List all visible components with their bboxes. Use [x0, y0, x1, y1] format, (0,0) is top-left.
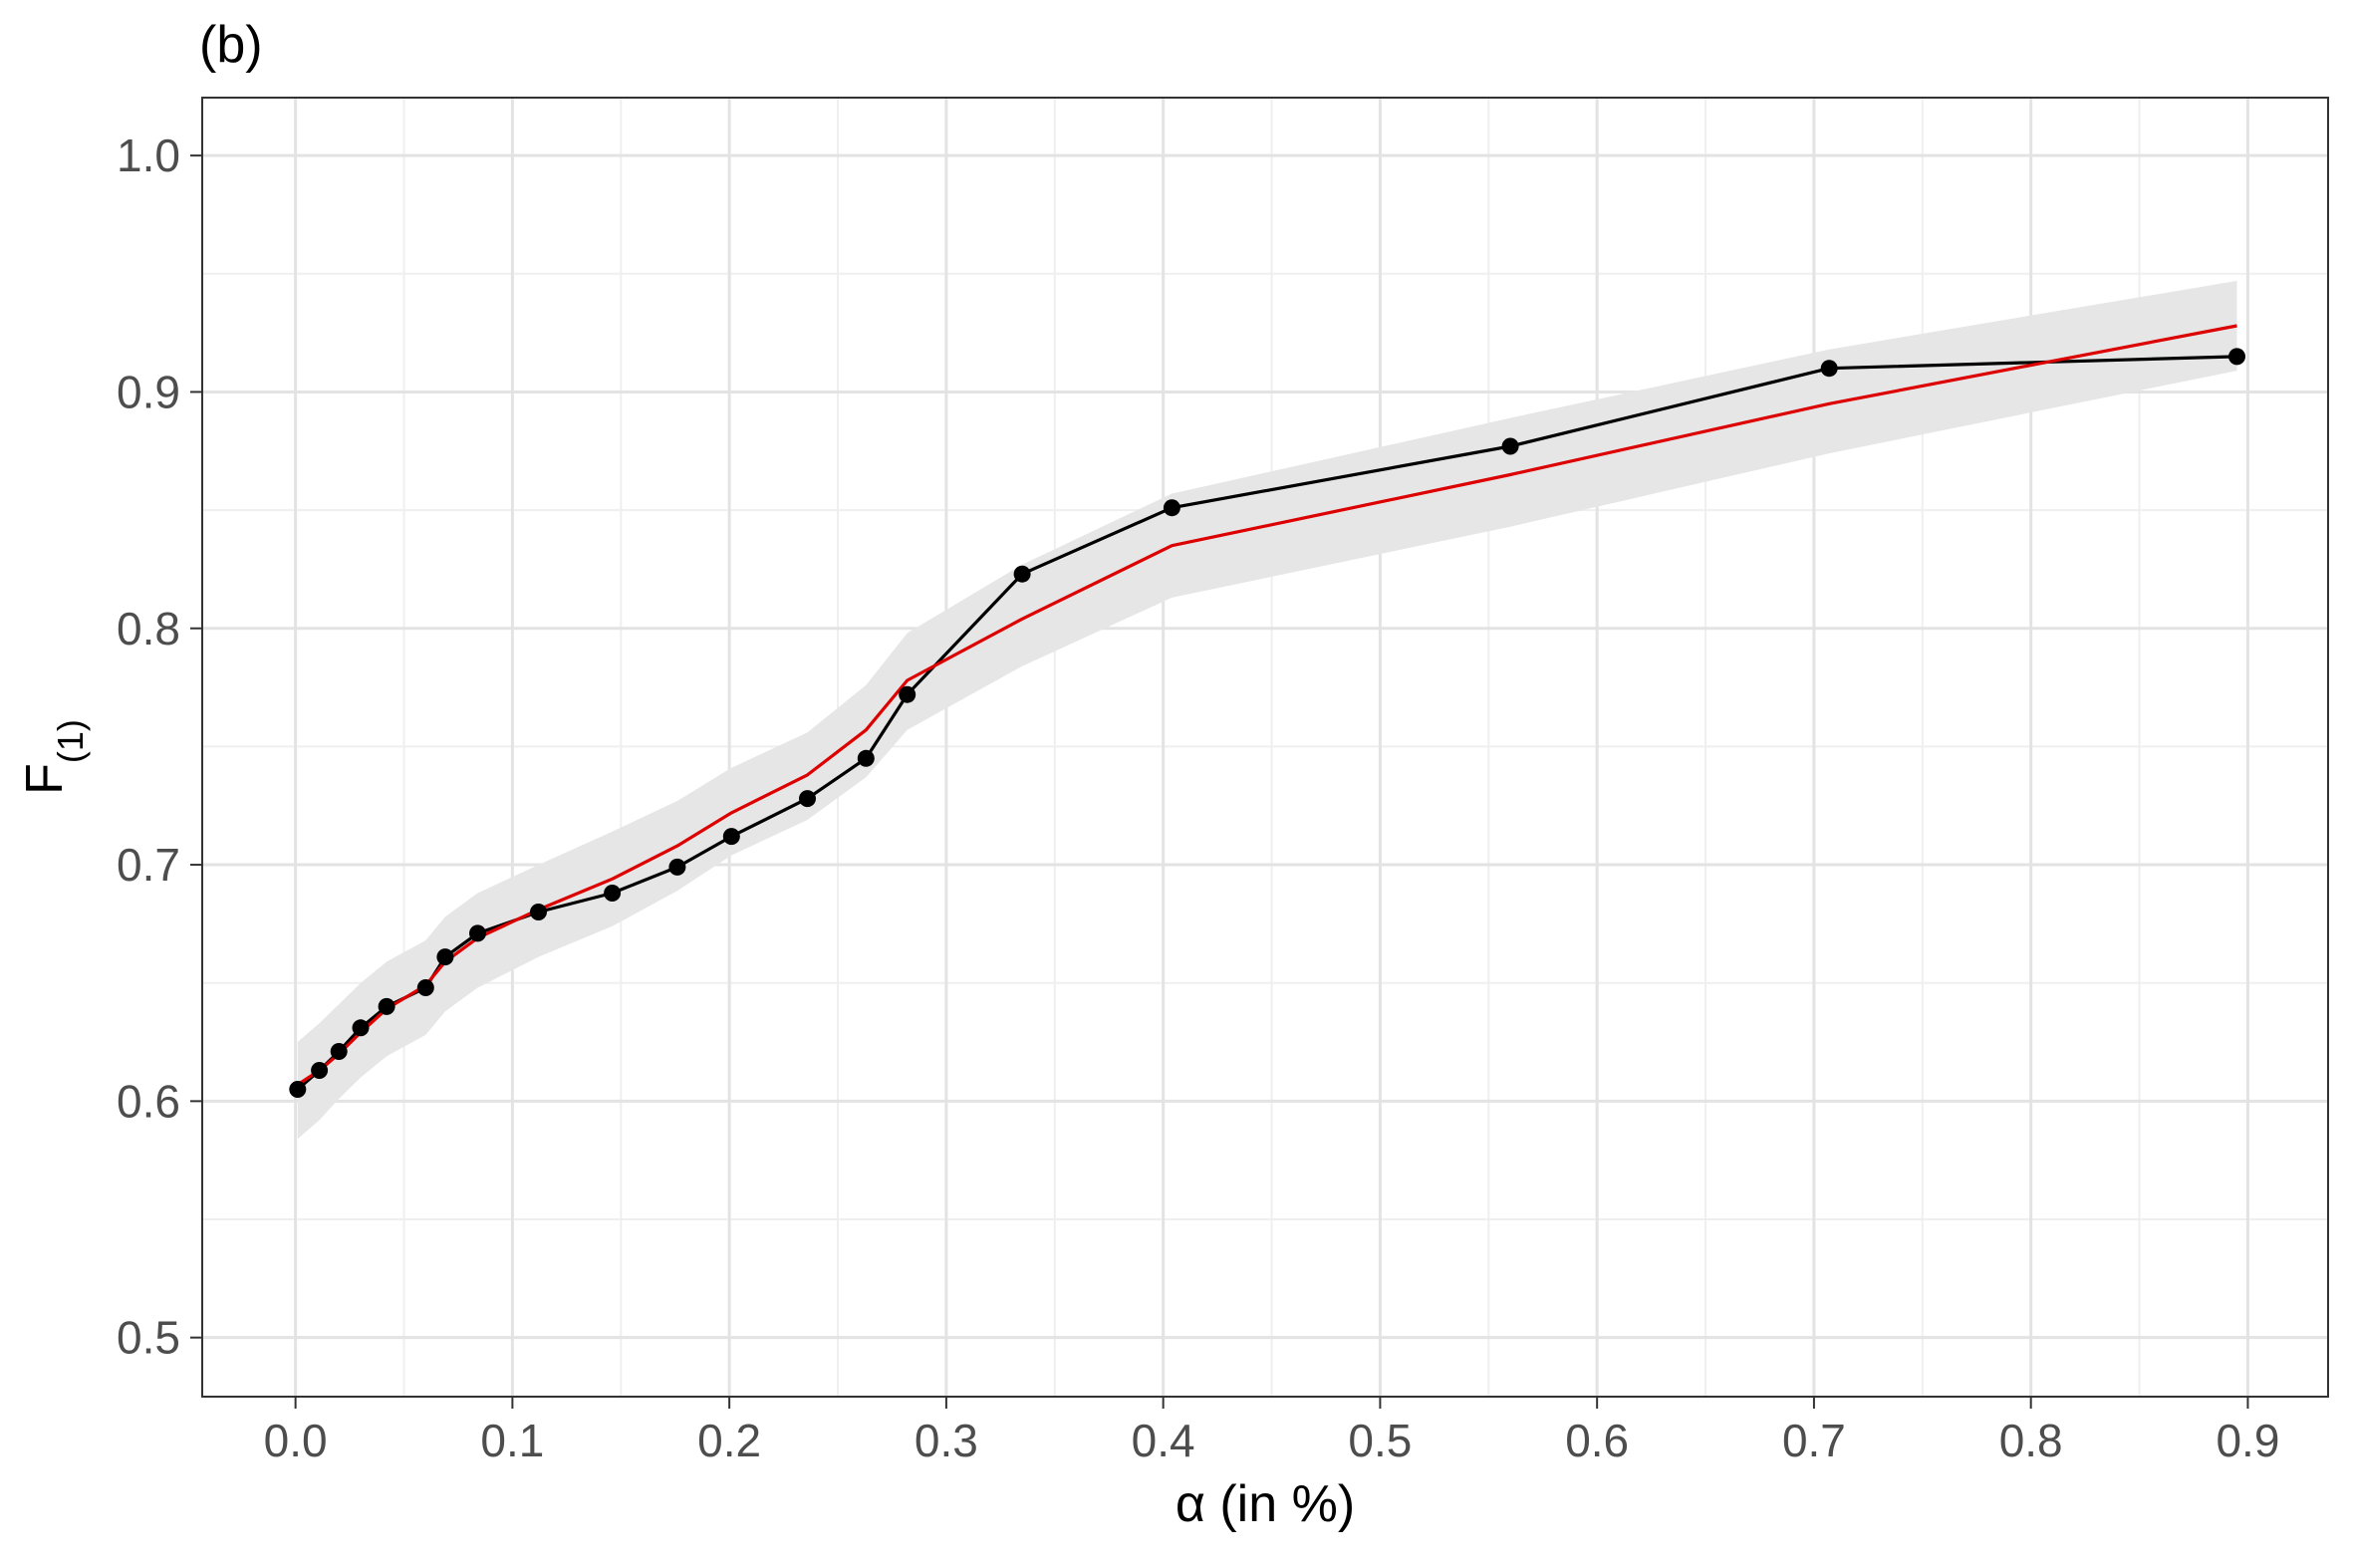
observed-data-point: [1820, 360, 1838, 378]
y-tick-label: 0.5: [117, 1312, 180, 1364]
x-tick-label: 0.0: [264, 1415, 328, 1466]
observed-data-point: [530, 904, 547, 920]
y-tick-label: 0.8: [117, 603, 180, 654]
x-axis-unit: (in %): [1205, 1475, 1355, 1533]
x-tick-label: 0.7: [1782, 1415, 1846, 1466]
y-tick-label: 0.6: [117, 1075, 180, 1127]
confidence-band: [297, 280, 2237, 1140]
observed-data-point: [1013, 565, 1031, 583]
observed-data-point: [1163, 499, 1180, 517]
observed-data-point: [378, 997, 395, 1015]
x-tick-label: 0.1: [480, 1415, 544, 1466]
series-layer: [289, 324, 2245, 1098]
y-tick-label: 0.9: [117, 366, 180, 417]
observed-data-point: [352, 1019, 370, 1037]
x-tick-label: 0.8: [1999, 1415, 2063, 1466]
observed-data-point: [2228, 348, 2245, 366]
observed-data-point: [668, 858, 686, 876]
y-axis: 0.5 0.6 0.7 0.8 0.9 1.0: [117, 130, 202, 1364]
alpha-symbol: α: [1176, 1475, 1205, 1533]
x-tick-label: 0.2: [697, 1415, 761, 1466]
y-axis-title: F(1): [16, 719, 91, 795]
observed-data-point: [469, 924, 486, 942]
x-axis: 0.0 0.1 0.2 0.3 0.4 0.5 0.6 0.7 0.8 0.9: [264, 1397, 2279, 1466]
y-axis-base: F: [16, 763, 74, 795]
observed-data-point: [330, 1043, 348, 1060]
x-axis-title: α (in %): [1176, 1475, 1355, 1533]
x-tick-label: 0.3: [915, 1415, 978, 1466]
x-tick-label: 0.4: [1132, 1415, 1195, 1466]
observed-data-point: [416, 979, 434, 996]
x-tick-label: 0.6: [1565, 1415, 1629, 1466]
observed-data-point: [857, 749, 875, 767]
observed-data-point: [289, 1081, 307, 1098]
observed-data-point: [799, 790, 816, 808]
observed-data-point: [722, 828, 740, 846]
observed-data-point: [311, 1062, 329, 1079]
panel-border: [201, 97, 2329, 1398]
x-tick-label: 0.9: [2216, 1415, 2279, 1466]
y-tick-label: 1.0: [117, 130, 180, 181]
y-axis-subscript: (1): [50, 719, 91, 763]
observed-data-point: [436, 948, 454, 966]
observed-data-point: [899, 685, 916, 703]
x-tick-label: 0.5: [1348, 1415, 1412, 1466]
y-tick-label: 0.7: [117, 839, 180, 891]
observed-data-point: [1501, 437, 1519, 455]
observed-data-point: [604, 885, 622, 902]
panel-tag: (b): [199, 16, 263, 74]
